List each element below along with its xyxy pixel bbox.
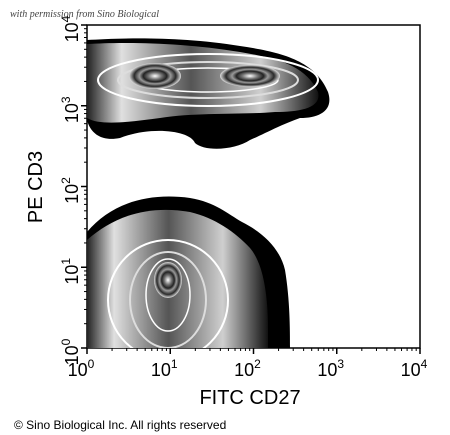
x-tick-label: 104	[401, 357, 428, 380]
y-tick-label: 100	[59, 338, 82, 365]
cd3-neg-ring-2	[129, 251, 207, 348]
x-axis-label: FITC CD27	[199, 387, 300, 409]
axis-ticks: 100 101 102 103 104 100 101 102 103 104	[59, 15, 428, 380]
cd3-pos-core-a	[129, 63, 181, 89]
cd3-pos-ring-1	[97, 53, 319, 107]
x-tick-label: 102	[234, 357, 261, 380]
y-tick-label: 102	[59, 177, 82, 204]
x-tick-label: 103	[317, 357, 344, 380]
cd3-pos-core-b	[220, 65, 280, 87]
y-axis-label: PE CD3	[25, 151, 47, 223]
density-contours	[87, 38, 330, 348]
cd3-neg-core	[154, 262, 182, 298]
cd3-pos-ring-2	[117, 61, 299, 99]
x-tick-label: 100	[68, 357, 95, 380]
y-tick-label: 104	[59, 15, 82, 42]
y-tick-label: 101	[59, 258, 82, 285]
cd3-neg-ring-3	[145, 258, 191, 332]
permission-note: with permission from Sino Biological	[10, 9, 159, 20]
cd3-neg-ring-1	[107, 239, 229, 348]
x-tick-label: 101	[151, 357, 178, 380]
copyright-text: © Sino Biological Inc. All rights reserv…	[14, 418, 226, 432]
y-tick-label: 103	[59, 96, 82, 123]
